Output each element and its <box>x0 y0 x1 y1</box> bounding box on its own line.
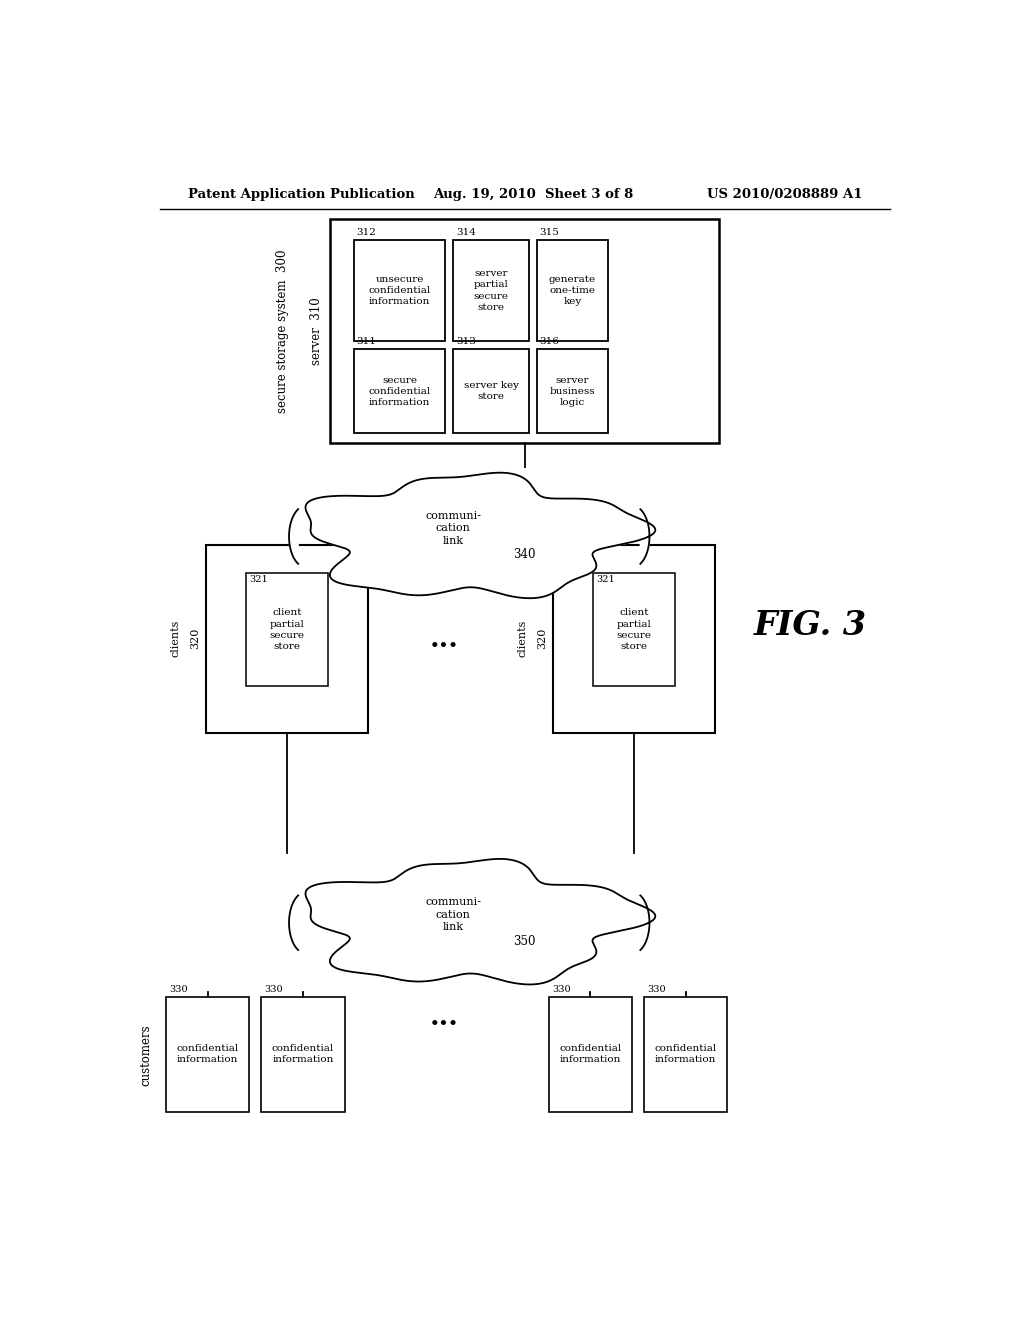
FancyBboxPatch shape <box>354 350 445 433</box>
FancyBboxPatch shape <box>549 997 632 1111</box>
Text: confidential
information: confidential information <box>654 1044 717 1064</box>
Text: confidential
information: confidential information <box>271 1044 334 1064</box>
Text: 315: 315 <box>539 227 559 236</box>
Text: Patent Application Publication: Patent Application Publication <box>187 189 415 202</box>
FancyBboxPatch shape <box>331 219 719 444</box>
FancyBboxPatch shape <box>247 573 328 686</box>
Polygon shape <box>640 895 649 950</box>
Text: communi-
cation
link: communi- cation link <box>425 898 481 932</box>
Text: 330: 330 <box>552 985 570 994</box>
Text: 314: 314 <box>456 227 475 236</box>
Text: server key
store: server key store <box>464 381 518 401</box>
Text: 321: 321 <box>250 576 268 585</box>
Text: 320: 320 <box>538 628 547 649</box>
FancyBboxPatch shape <box>261 997 345 1111</box>
Text: server
business
logic: server business logic <box>550 376 595 407</box>
FancyBboxPatch shape <box>206 545 369 733</box>
Text: unsecure
confidential
information: unsecure confidential information <box>369 275 431 306</box>
Text: 330: 330 <box>264 985 283 994</box>
Text: 320: 320 <box>190 628 201 649</box>
FancyBboxPatch shape <box>593 573 675 686</box>
Text: secure storage system  300: secure storage system 300 <box>276 249 289 413</box>
Polygon shape <box>305 859 655 985</box>
Text: Aug. 19, 2010  Sheet 3 of 8: Aug. 19, 2010 Sheet 3 of 8 <box>433 189 634 202</box>
Text: client
partial
secure
store: client partial secure store <box>616 609 651 651</box>
Text: 313: 313 <box>456 338 475 346</box>
Polygon shape <box>305 473 655 598</box>
Text: server
partial
secure
store: server partial secure store <box>473 269 509 312</box>
Text: 316: 316 <box>539 338 559 346</box>
Text: communi-
cation
link: communi- cation link <box>425 511 481 545</box>
Text: customers: customers <box>139 1024 152 1085</box>
Text: ...: ... <box>429 1003 459 1031</box>
FancyBboxPatch shape <box>537 240 608 342</box>
FancyBboxPatch shape <box>354 240 445 342</box>
Text: secure
confidential
information: secure confidential information <box>369 376 431 407</box>
Text: FIG. 3: FIG. 3 <box>754 610 867 643</box>
Polygon shape <box>640 510 649 564</box>
Text: 350: 350 <box>513 935 536 948</box>
Text: clients: clients <box>517 620 527 657</box>
Text: generate
one-time
key: generate one-time key <box>549 275 596 306</box>
Text: clients: clients <box>171 620 180 657</box>
Text: 321: 321 <box>596 576 615 585</box>
FancyBboxPatch shape <box>454 240 528 342</box>
Text: 330: 330 <box>647 985 666 994</box>
Polygon shape <box>289 510 298 564</box>
Text: confidential
information: confidential information <box>176 1044 239 1064</box>
Text: ...: ... <box>429 626 459 652</box>
FancyBboxPatch shape <box>644 997 727 1111</box>
Text: server  310: server 310 <box>309 297 323 366</box>
Polygon shape <box>289 895 298 950</box>
Text: client
partial
secure
store: client partial secure store <box>269 609 304 651</box>
Text: 312: 312 <box>356 227 377 236</box>
FancyBboxPatch shape <box>537 350 608 433</box>
Text: confidential
information: confidential information <box>559 1044 622 1064</box>
FancyBboxPatch shape <box>454 350 528 433</box>
Text: US 2010/0208889 A1: US 2010/0208889 A1 <box>708 189 863 202</box>
Text: 340: 340 <box>513 548 536 561</box>
Text: 330: 330 <box>169 985 187 994</box>
FancyBboxPatch shape <box>166 997 250 1111</box>
Text: 311: 311 <box>356 338 377 346</box>
FancyBboxPatch shape <box>553 545 715 733</box>
